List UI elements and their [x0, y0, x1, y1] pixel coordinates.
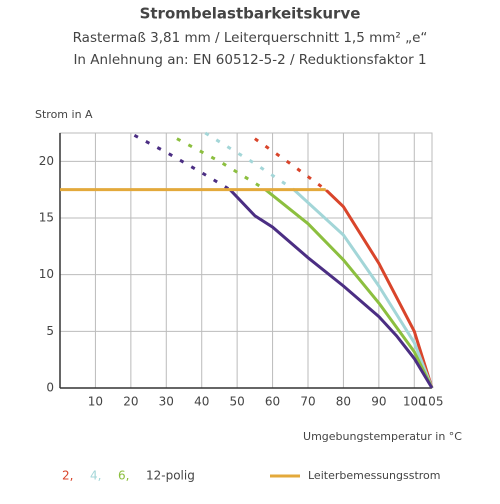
- legend-label: 2,: [62, 469, 73, 483]
- x-tick-label: 80: [336, 395, 351, 409]
- y-tick-label: 10: [39, 267, 54, 281]
- series-line-dashed: [204, 131, 297, 190]
- series-line: [227, 189, 434, 389]
- subtitle: Rastermaß 3,81 mm / Leiterquerschnitt 1,…: [73, 30, 428, 46]
- legend-label: 4,: [90, 469, 101, 483]
- series-line: [291, 189, 434, 389]
- subtitle: In Anlehnung an: EN 60512-5-2 / Reduktio…: [73, 52, 426, 68]
- x-tick-label: 30: [159, 395, 174, 409]
- series-line-dashed: [133, 133, 233, 190]
- y-tick-label: 20: [39, 154, 54, 168]
- legend-label: 6,: [118, 469, 129, 483]
- x-tick-label: 20: [123, 395, 138, 409]
- series-line-dashed: [176, 137, 268, 190]
- x-tick-label: 40: [194, 395, 209, 409]
- y-axis-label: Strom in A: [35, 108, 93, 121]
- x-tick-label: 100: [403, 395, 426, 409]
- y-tick-label: 15: [39, 211, 54, 225]
- legend-label: Leiterbemessungsstrom: [308, 469, 440, 482]
- x-tick-label: 60: [265, 395, 280, 409]
- x-tick-label: 105: [421, 395, 444, 409]
- x-tick-label: 70: [300, 395, 315, 409]
- series-line: [262, 189, 434, 389]
- x-tick-label: 50: [230, 395, 245, 409]
- y-tick-label: 5: [46, 324, 54, 338]
- chart-title: Strombelastbarkeitskurve: [140, 5, 361, 23]
- legend-label: 12-polig: [146, 469, 195, 483]
- x-axis-label: Umgebungstemperatur in °C: [303, 430, 462, 443]
- x-tick-label: 90: [371, 395, 386, 409]
- x-tick-label: 10: [88, 395, 103, 409]
- series-line: [323, 189, 434, 389]
- y-tick-label: 0: [46, 381, 54, 395]
